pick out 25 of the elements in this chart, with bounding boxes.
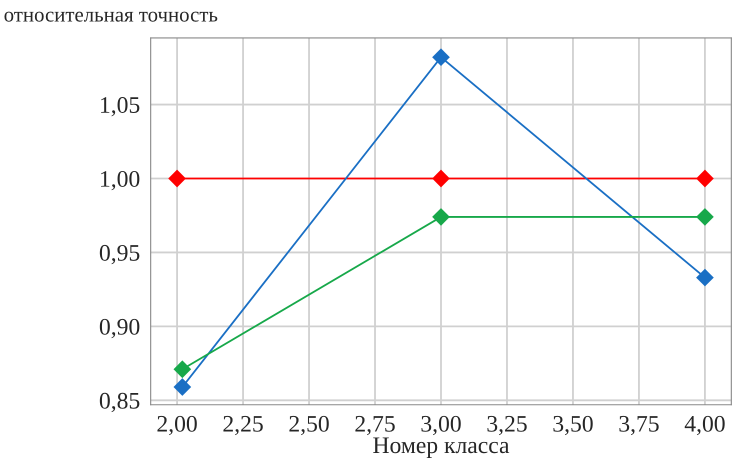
point bbox=[696, 268, 714, 286]
point bbox=[696, 208, 714, 226]
point bbox=[432, 48, 450, 66]
point bbox=[174, 360, 192, 378]
y-tick-label: 0,95 bbox=[100, 244, 140, 264]
x-tick-label: 2,50 bbox=[289, 416, 329, 436]
y-tick-label: 1,00 bbox=[101, 170, 140, 190]
x-tick-label: 2,00 bbox=[157, 416, 197, 436]
y-tick-label: 1,05 bbox=[101, 97, 140, 116]
x-tick-label: 2,25 bbox=[223, 416, 263, 436]
point bbox=[432, 208, 450, 226]
x-tick-label: 3,50 bbox=[553, 416, 593, 436]
x-tick-label: 3,00 bbox=[421, 416, 461, 436]
x-tick-label: 3,75 bbox=[619, 416, 659, 436]
y-axis-title: относительная точность bbox=[4, 12, 218, 22]
point bbox=[432, 170, 450, 188]
point bbox=[696, 170, 714, 188]
y-tick-label: 0,85 bbox=[100, 392, 140, 412]
point bbox=[174, 378, 192, 396]
y-tick-label: 0,90 bbox=[100, 318, 140, 338]
point bbox=[168, 170, 186, 188]
x-axis-title: Номер класса bbox=[373, 438, 510, 458]
x-tick-label: 2,75 bbox=[355, 416, 395, 436]
x-tick-label: 3,25 bbox=[487, 416, 527, 436]
x-tick-label: 4,00 bbox=[684, 416, 725, 436]
